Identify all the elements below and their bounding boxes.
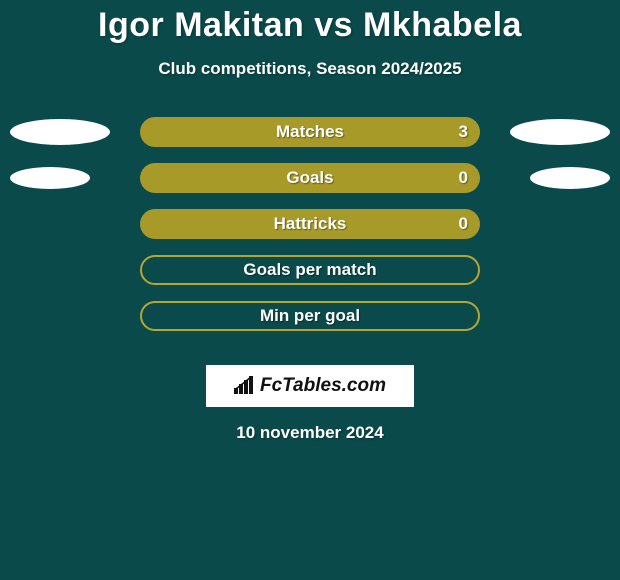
date-text: 10 november 2024 <box>0 423 620 443</box>
stat-row: Hattricks0 <box>0 209 620 239</box>
stat-pill: Goals per match <box>140 255 480 285</box>
stat-value: 3 <box>459 122 468 142</box>
stat-pill: Min per goal <box>140 301 480 331</box>
stat-row: Goals0 <box>0 163 620 193</box>
stat-label: Hattricks <box>140 214 480 234</box>
subtitle: Club competitions, Season 2024/2025 <box>0 59 620 79</box>
stat-label: Min per goal <box>142 306 478 326</box>
left-ellipse <box>10 119 110 145</box>
stat-value: 0 <box>459 168 468 188</box>
chart-icon <box>234 376 256 394</box>
right-ellipse <box>510 119 610 145</box>
stat-row: Goals per match <box>0 255 620 285</box>
stat-pill: Matches3 <box>140 117 480 147</box>
stat-pill: Goals0 <box>140 163 480 193</box>
stat-row: Min per goal <box>0 301 620 331</box>
stat-pill: Hattricks0 <box>140 209 480 239</box>
stat-rows: Matches3Goals0Hattricks0Goals per matchM… <box>0 117 620 331</box>
infographic-card: Igor Makitan vs Mkhabela Club competitio… <box>0 0 620 580</box>
source-badge: FcTables.com <box>206 365 414 407</box>
stat-row: Matches3 <box>0 117 620 147</box>
right-ellipse <box>530 167 610 189</box>
stat-value: 0 <box>459 214 468 234</box>
badge-text: FcTables.com <box>260 375 386 396</box>
stat-label: Goals per match <box>142 260 478 280</box>
page-title: Igor Makitan vs Mkhabela <box>0 0 620 45</box>
stat-label: Matches <box>140 122 480 142</box>
stat-label: Goals <box>140 168 480 188</box>
left-ellipse <box>10 167 90 189</box>
